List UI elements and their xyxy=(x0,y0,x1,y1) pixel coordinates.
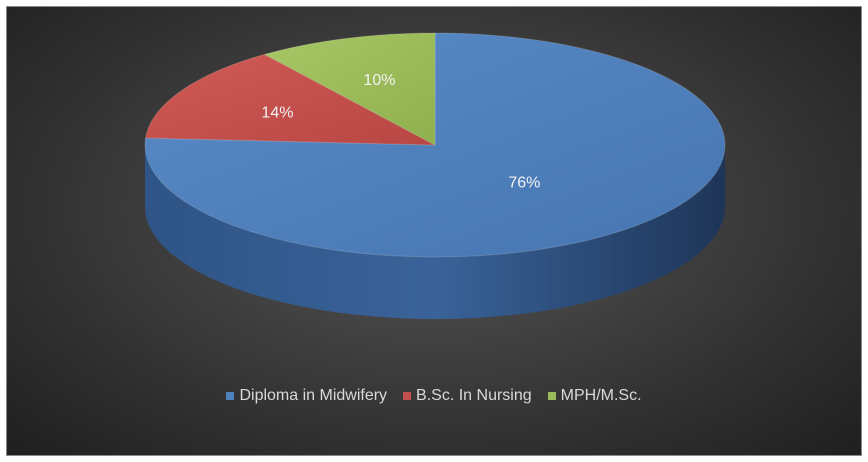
pie-side-wall xyxy=(145,145,725,319)
chart-area: 76% 14% 10% Diploma in Midwifery B.Sc. In … xyxy=(6,6,862,456)
legend-item-bsc: B.Sc. In Nursing xyxy=(403,387,532,405)
data-label-mph: 10% xyxy=(363,72,395,89)
data-label-diploma: 76% xyxy=(508,175,540,192)
pie-slice-mph xyxy=(263,32,436,146)
pie-sides xyxy=(145,145,725,319)
legend-swatch-mph xyxy=(547,392,556,400)
data-label-bsc: 14% xyxy=(261,105,293,122)
legend-item-mph: MPH/M.Sc. xyxy=(547,387,642,405)
pie-chart: 76% 14% 10% xyxy=(144,32,726,319)
legend: Diploma in Midwifery B.Sc. In Nursing MP… xyxy=(7,387,861,405)
legend-swatch-diploma xyxy=(226,392,235,400)
pie-labels: 76% 14% 10% xyxy=(261,72,540,192)
legend-label: Diploma in Midwifery xyxy=(239,387,388,404)
pie-slice-diploma xyxy=(144,32,726,258)
legend-item-diploma: Diploma in Midwifery xyxy=(226,387,387,405)
legend-label: B.Sc. In Nursing xyxy=(416,387,532,404)
pie-tops xyxy=(144,32,726,258)
legend-label: MPH/M.Sc. xyxy=(560,387,642,404)
pie-slice-bsc xyxy=(144,53,436,146)
legend-swatch-bsc xyxy=(403,392,412,400)
